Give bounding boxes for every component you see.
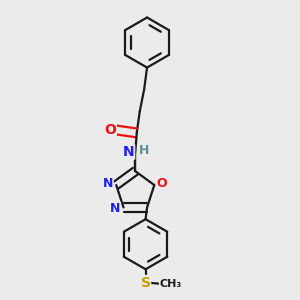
Text: O: O	[156, 177, 167, 190]
Text: N: N	[123, 145, 135, 159]
Text: S: S	[141, 275, 151, 290]
Text: O: O	[104, 123, 116, 137]
Text: N: N	[110, 202, 121, 215]
Text: N: N	[103, 177, 113, 190]
Text: H: H	[139, 144, 149, 157]
Text: CH₃: CH₃	[160, 279, 182, 289]
